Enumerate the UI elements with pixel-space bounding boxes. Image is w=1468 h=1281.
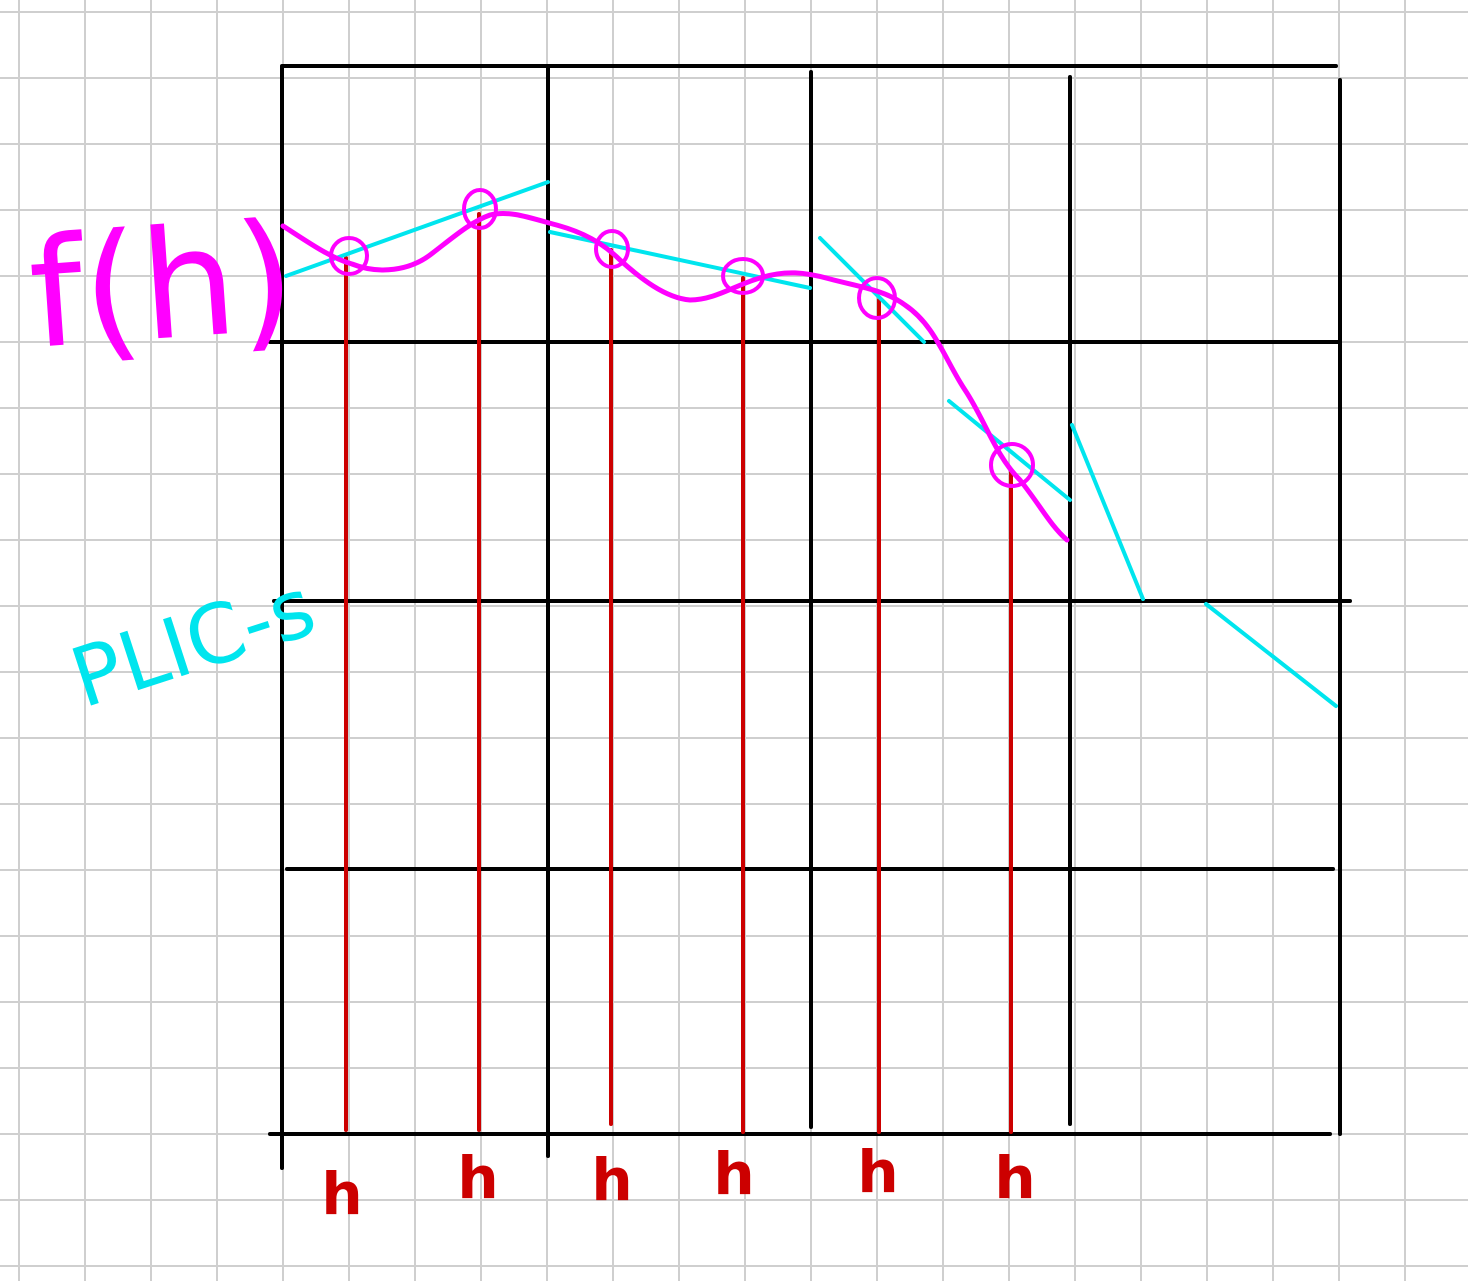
cell-grid [268, 64, 1352, 1170]
plc-label: PLIC-s [60, 560, 326, 727]
h-tick-label-5: h [857, 1138, 898, 1206]
function-label: f(h) [24, 191, 300, 383]
h-lines [344, 212, 1013, 1134]
h-tick-label-2: h [457, 1144, 498, 1212]
sample-circle-5 [857, 276, 897, 320]
h-tick-label-1: h [321, 1160, 362, 1228]
sample-circle-6 [989, 442, 1035, 488]
h-tick-labels: h h h h h h [321, 1138, 1035, 1228]
plc-segment-5 [1070, 423, 1145, 601]
plc-segment-6 [1204, 602, 1338, 708]
function-curve [280, 210, 1070, 543]
sample-circle-4 [721, 257, 765, 295]
plc-segment-4 [947, 399, 1072, 502]
h-tick-label-4: h [713, 1140, 754, 1208]
sample-circle-3 [594, 229, 630, 269]
h-tick-label-3: h [591, 1146, 632, 1214]
sample-points [329, 188, 1035, 488]
sample-circle-2 [462, 188, 498, 230]
h-tick-label-6: h [994, 1144, 1035, 1212]
sample-circle-1 [329, 236, 369, 276]
